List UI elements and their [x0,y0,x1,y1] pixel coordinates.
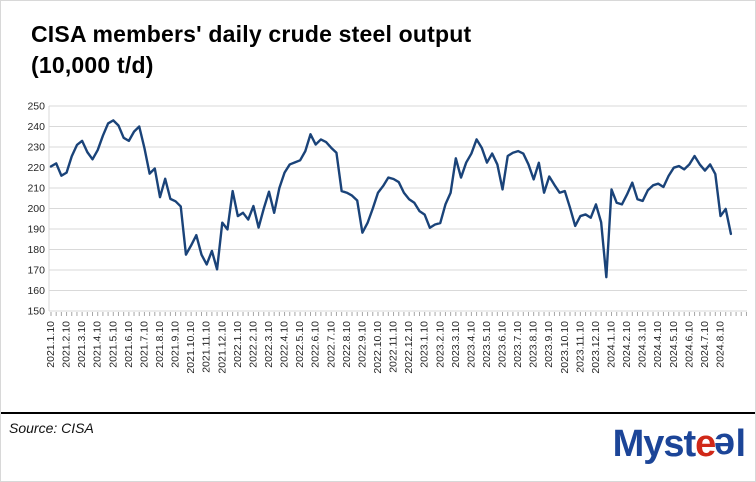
x-axis-label: 2022.8.10 [341,321,353,368]
x-axis-label: 2024.6.10 [683,321,695,368]
x-axis-label: 2023.12.10 [590,321,602,374]
x-axis-label: 2023.10.10 [559,321,571,374]
x-axis-labels: 2021.1.10 2021.2.10 2021.3.10 2021.4.10 2021… [45,321,727,374]
x-axis-label: 2023.11.10 [574,321,586,373]
x-axis-label: 2021.6.10 [123,321,135,368]
x-axis-label: 2023.2.10 [434,321,446,368]
chart-title-line2: (10,000 t/d) [31,52,154,79]
x-axis-label: 2023.7.10 [512,321,524,368]
x-axis-label: 2022.2.10 [247,321,259,368]
logo-text-l: l [735,423,746,465]
x-axis-label: 2024.8.10 [715,321,727,368]
x-axis-label: 2023.8.10 [528,321,540,368]
y-axis-label: 200 [27,203,45,215]
x-axis-label: 2024.1.10 [606,321,618,368]
x-axis-label: 2022.1.10 [232,321,244,368]
y-axis-label: 250 [27,101,45,113]
x-axis-minor-ticks [50,312,747,316]
x-axis-label: 2024.7.10 [699,321,711,368]
x-axis-label: 2021.10.10 [185,321,197,374]
y-axis-label: 240 [27,121,45,133]
x-axis-label: 2023.3.10 [450,321,462,368]
x-axis-label: 2022.6.10 [310,321,322,368]
x-axis-label: 2023.9.10 [543,321,555,368]
x-axis-label: 2022.10.10 [372,321,384,374]
series-line [49,119,733,279]
x-axis-label: 2021.7.10 [138,321,150,368]
x-axis-label: 2021.5.10 [107,321,119,368]
x-axis-label: 2021.8.10 [154,321,166,368]
chart-title: CISA members' daily crude steel output (… [31,19,671,81]
x-axis-label: 2021.1.10 [45,321,57,368]
chart-title-line1: CISA members' daily crude steel output [31,21,472,47]
x-axis-label: 2024.4.10 [652,321,664,368]
x-axis-label: 2024.3.10 [637,321,649,368]
y-axis-label: 150 [27,306,45,318]
y-axis-label: 170 [27,265,45,277]
output-line-chart: 150 160 170 180 190 200 210 220 230 240 250 2021.1… [27,101,747,374]
gridlines [48,105,747,312]
footer-divider [1,412,755,414]
y-axis-label: 160 [27,285,45,297]
logo-e-red-icon: e [695,423,716,465]
mysteel-logo: Mysteel [612,423,746,467]
x-axis-label: 2022.4.10 [279,321,291,368]
x-axis-label: 2021.4.10 [92,321,104,368]
x-axis-label: 2023.4.10 [465,321,477,368]
y-axis-label: 190 [27,224,45,236]
y-axis-label: 230 [27,142,45,154]
x-axis-label: 2021.2.10 [61,321,73,368]
x-axis-label: 2023.1.10 [419,321,431,368]
data-series-line [49,119,733,279]
x-axis-label: 2021.3.10 [76,321,88,368]
x-axis-label: 2022.9.10 [356,321,368,368]
y-axis-labels: 150 160 170 180 190 200 210 220 230 240 250 [27,101,45,318]
x-axis-label: 2023.5.10 [481,321,493,368]
x-axis-label: 2021.11.10 [201,321,213,373]
x-axis-label: 2022.5.10 [294,321,306,368]
x-axis-label: 2022.12.10 [403,321,415,374]
x-axis-label: 2024.5.10 [668,321,680,368]
x-axis-label: 2022.11.10 [388,321,400,373]
y-axis-label: 180 [27,244,45,256]
x-axis-label: 2023.6.10 [497,321,509,368]
logo-e-blue-flipped-icon: e [715,425,736,467]
x-axis-label: 2022.7.10 [325,321,337,368]
x-axis-label: 2022.3.10 [263,321,275,368]
y-axis-label: 210 [27,183,45,195]
logo-text-myst: Myst [612,423,697,465]
x-axis-label: 2024.2.10 [621,321,633,368]
y-axis-label: 220 [27,162,45,174]
x-axis-label: 2021.12.10 [216,321,228,374]
x-axis-label: 2021.9.10 [170,321,182,368]
source-note: Source: CISA [9,420,94,436]
